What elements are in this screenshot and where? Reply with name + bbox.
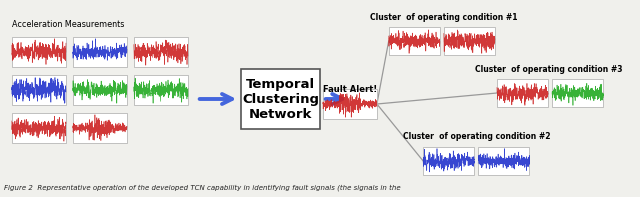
Text: Figure 2  Representative operation of the developed TCN capability in identifyin: Figure 2 Representative operation of the… [4,184,401,191]
Bar [241,69,320,129]
Bar [552,79,604,107]
Bar [73,75,127,105]
Bar [134,75,188,105]
Bar [12,113,66,143]
Bar [73,113,127,143]
Text: Cluster  of operating condition #3: Cluster of operating condition #3 [476,65,623,74]
Bar [388,27,440,55]
Bar [478,147,529,175]
Text: Cluster  of operating condition #1: Cluster of operating condition #1 [370,13,518,22]
Text: Fault Alert!: Fault Alert! [323,85,377,94]
Bar [134,37,188,67]
Text: Temporal
Clustering
Network: Temporal Clustering Network [242,77,319,121]
Text: Cluster  of operating condition #2: Cluster of operating condition #2 [403,132,550,141]
Bar [323,89,377,119]
Bar [497,79,548,107]
Bar [73,37,127,67]
Bar [444,27,495,55]
Text: Acceleration Measurements: Acceleration Measurements [12,20,124,29]
Bar [12,75,66,105]
Bar [423,147,474,175]
Bar [12,37,66,67]
